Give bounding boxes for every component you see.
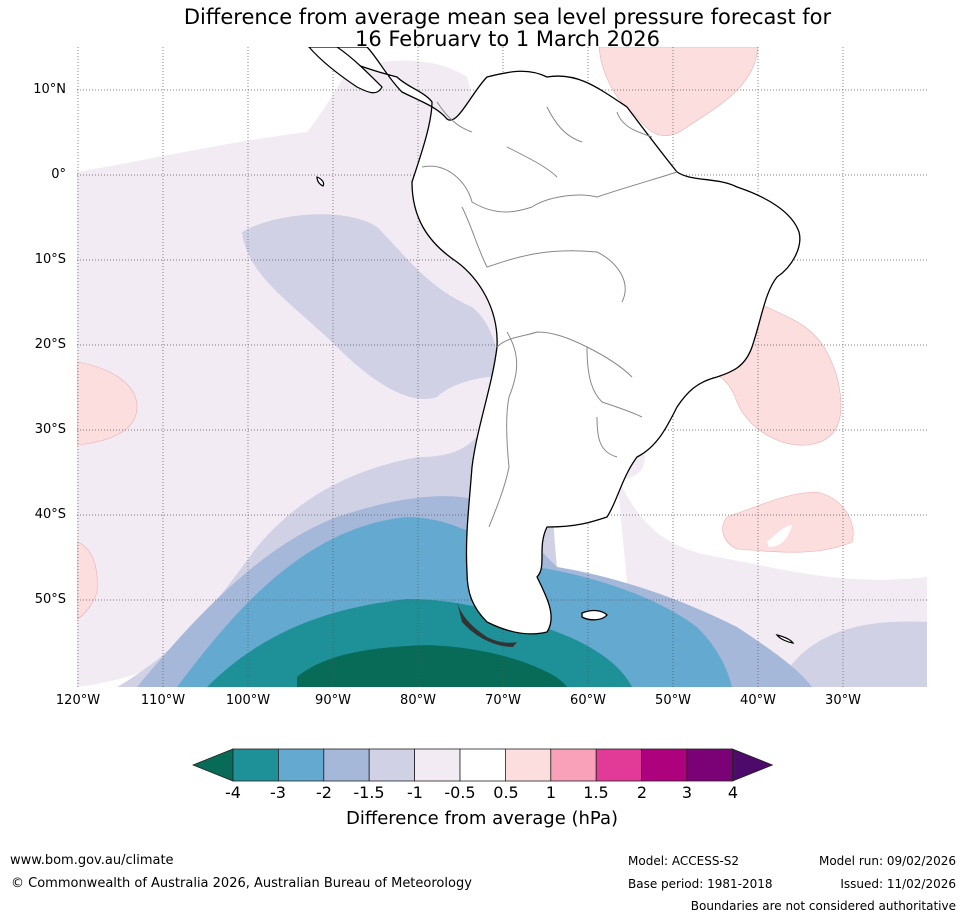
lon-label-60w: 60°W (570, 693, 606, 708)
lat-label-10s: 10°S (34, 252, 66, 267)
anomaly-region-minus-4 (297, 645, 567, 687)
colorbar-cell (595, 748, 643, 782)
lon-label-110w: 110°W (140, 693, 186, 708)
colorbar-tick-minus-3: -3 (270, 783, 286, 802)
colorbar-tick-1: 1 (545, 783, 557, 802)
colorbar-tick-minus-1.5: -1.5 (353, 783, 385, 802)
lon-label-100w: 100°W (225, 693, 271, 708)
colorbar-cell (368, 748, 415, 782)
lon-label-90w: 90°W (315, 693, 351, 708)
lon-label-30w: 30°W (825, 693, 861, 708)
anomaly-region-minus-0.5 (77, 60, 645, 687)
colorbar-cell (459, 748, 506, 782)
lon-label-120w: 120°W (55, 693, 101, 708)
colorbar-cell (550, 748, 597, 782)
falkland-islands (581, 609, 608, 621)
colorbar-title: Difference from average (hPa) (345, 808, 619, 829)
footer-website[interactable]: www.bom.gov.au/climate (10, 853, 174, 868)
colorbar-tick-minus-1: -1 (407, 783, 423, 802)
chart-title-line-2: 16 February to 1 March 2026 (354, 27, 661, 51)
lat-label-0: 0° (51, 167, 66, 182)
pressure-anomaly-map (77, 47, 927, 687)
lat-label-50s: 50°S (34, 592, 66, 607)
colorbar-tick-minus-4: -4 (225, 783, 241, 802)
colorbar-cell (323, 748, 370, 782)
colorbar-cell (686, 748, 733, 782)
lat-label-30s: 30°S (34, 422, 66, 437)
lat-label-20s: 20°S (34, 337, 66, 352)
footer-copyright: © Commonwealth of Australia 2026, Austra… (11, 876, 472, 891)
colorbar-tick-0.5: 0.5 (493, 783, 519, 802)
country-borders (421, 101, 678, 528)
footer-issued: Issued: 11/02/2026 (840, 877, 956, 891)
colorbar (192, 748, 774, 782)
lon-label-40w: 40°W (740, 693, 776, 708)
anomaly-region-plus-0.5-west (77, 361, 138, 446)
lat-label-40s: 40°S (34, 507, 66, 522)
colorbar-tick-3: 3 (681, 783, 693, 802)
chart-title-line-1: Difference from average mean sea level p… (183, 5, 832, 29)
colorbar-cell (504, 748, 552, 782)
footer-disclaimer: Boundaries are not considered authoritat… (690, 899, 956, 913)
colorbar-cell (641, 748, 688, 782)
colorbar-tick-minus-2: -2 (316, 783, 332, 802)
colorbar-tick-minus-0.5: -0.5 (444, 783, 476, 802)
colorbar-tick-2: 2 (636, 783, 648, 802)
lat-label-10n: 10°N (33, 82, 66, 97)
footer-base-period: Base period: 1981-2018 (628, 877, 773, 891)
footer-model: Model: ACCESS-S2 (628, 854, 740, 868)
colorbar-tick-4: 4 (727, 783, 739, 802)
lon-label-50w: 50°W (655, 693, 691, 708)
colorbar-cell (278, 748, 325, 782)
colorbar-extend-low (192, 748, 234, 782)
colorbar-cell (414, 748, 461, 782)
colorbar-cell (232, 748, 279, 782)
colorbar-tick-1.5: 1.5 (583, 783, 609, 802)
footer-model-run: Model run: 09/02/2026 (818, 854, 956, 868)
south-america-coastline (308, 47, 801, 635)
colorbar-extend-high (732, 748, 774, 782)
anomaly-region-plus-0.5-atlantic (722, 491, 854, 553)
lon-label-70w: 70°W (485, 693, 521, 708)
lon-label-80w: 80°W (400, 693, 436, 708)
anomaly-region-plus-0.5-north (598, 47, 759, 136)
